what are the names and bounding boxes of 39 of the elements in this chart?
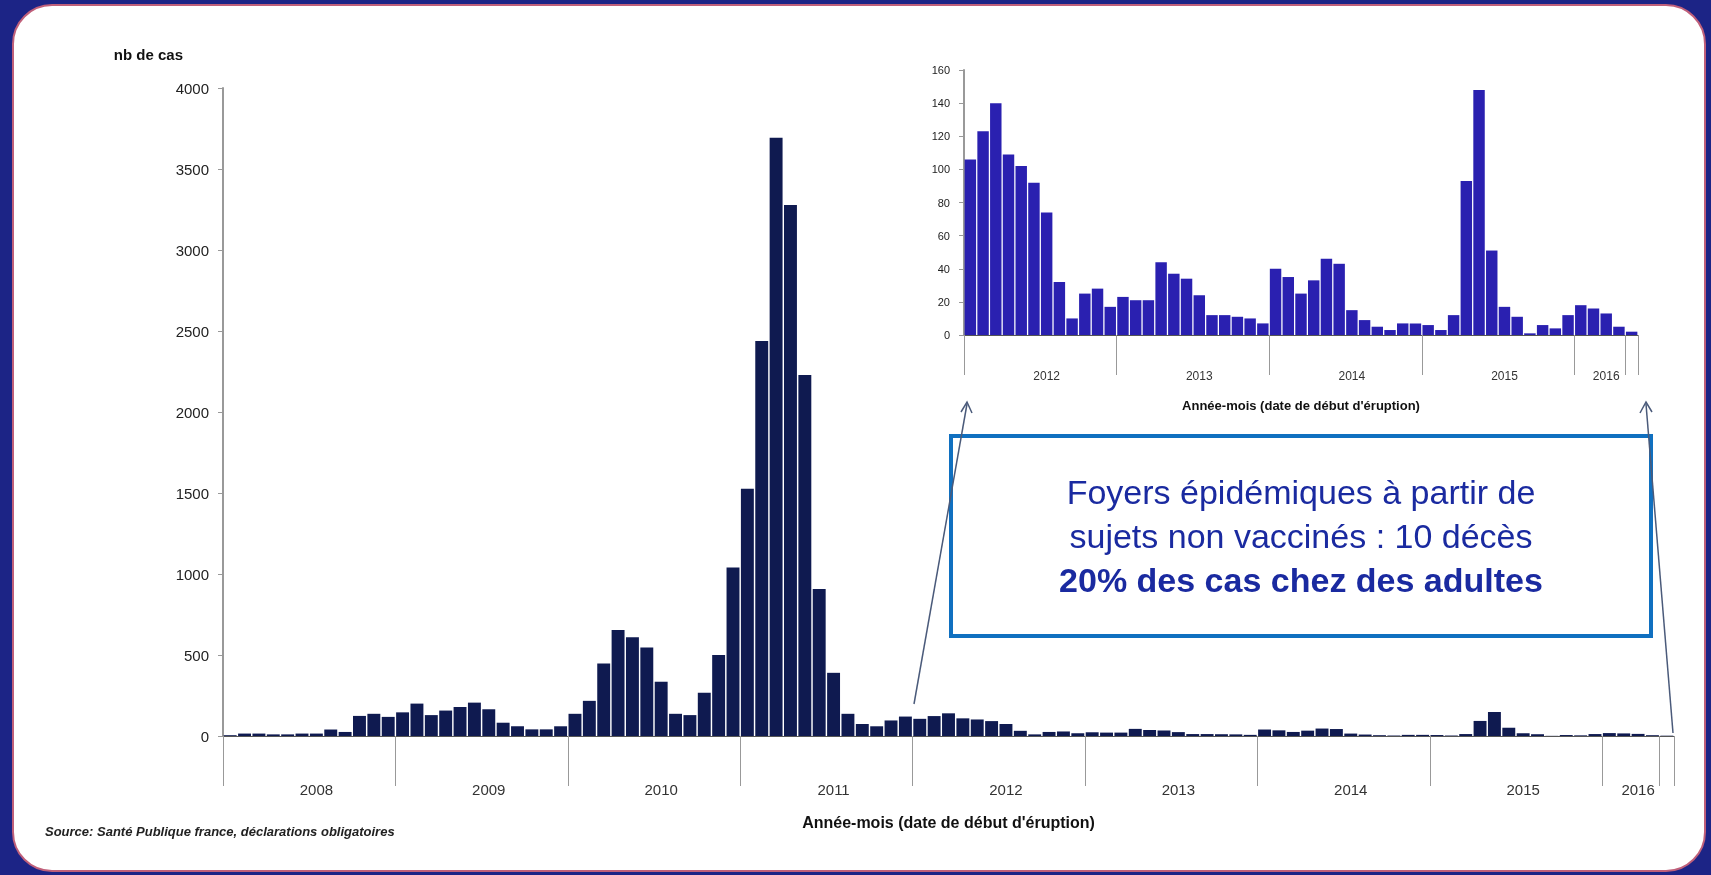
y-tick-label: 80 bbox=[937, 196, 950, 209]
x-tick-label: 2009 bbox=[472, 781, 506, 798]
y-tick-label: 120 bbox=[931, 130, 950, 143]
y-tick-label: 3000 bbox=[175, 241, 209, 259]
x-tick-label: 2010 bbox=[644, 781, 678, 798]
text-box: Foyers épidémiques à partir de sujets non vaccinés : 10 décès 20% des cas chez des adultes bbox=[949, 434, 1653, 638]
x-tick-label: 2016 bbox=[1592, 369, 1620, 383]
x-tick-label: 2013 bbox=[1161, 781, 1196, 798]
x-tick-label: 2014 bbox=[1334, 781, 1368, 798]
y-tick-label: 140 bbox=[931, 97, 950, 110]
annotation: Foyers épidémiques à partir de sujets non vaccinés : 10 décès bbox=[1065, 471, 1537, 557]
y-tick-label: 2500 bbox=[175, 322, 209, 340]
y-tick-label: 20 bbox=[937, 295, 950, 308]
source-note: Source: Santé Publique france, déclarations obligatoires bbox=[45, 824, 395, 839]
y-tick-label: 0 bbox=[200, 727, 209, 745]
x-tick-label: 2015 bbox=[1491, 369, 1519, 383]
x-tick-label: 2014 bbox=[1338, 369, 1366, 383]
x-tick-label: 2016 bbox=[1621, 781, 1655, 798]
x-tick-label: 2011 bbox=[817, 781, 850, 798]
y-tick-label: 40 bbox=[937, 262, 950, 275]
x-tick-label: 2008 bbox=[299, 781, 334, 798]
x-tick-label: 2012 bbox=[1033, 369, 1061, 383]
annotation: 20% des cas chez des adultes bbox=[1058, 560, 1544, 602]
y-tick-label: 2000 bbox=[175, 403, 209, 421]
y-tick-label: 0 bbox=[943, 329, 950, 341]
y-tick-label: 160 bbox=[931, 64, 950, 76]
y-tick-label: 500 bbox=[183, 646, 209, 664]
x-tick-label: 2015 bbox=[1506, 781, 1540, 798]
y-tick-label: 60 bbox=[937, 229, 950, 242]
x-axis-title: Année-mois (date de début d'éruption) bbox=[1182, 398, 1420, 413]
y-tick-label: 100 bbox=[931, 163, 950, 176]
y-axis-title: nb de cas bbox=[113, 46, 183, 63]
y-tick-label: 4000 bbox=[175, 79, 209, 97]
y-tick-label: 1000 bbox=[175, 565, 209, 583]
y-tick-label: 3500 bbox=[175, 160, 209, 178]
x-axis-title: Année-mois (date de début d'éruption) bbox=[802, 813, 1095, 831]
y-tick-label: 1500 bbox=[175, 484, 209, 502]
x-tick-label: 2012 bbox=[989, 781, 1023, 798]
x-tick-label: 2013 bbox=[1185, 369, 1213, 383]
